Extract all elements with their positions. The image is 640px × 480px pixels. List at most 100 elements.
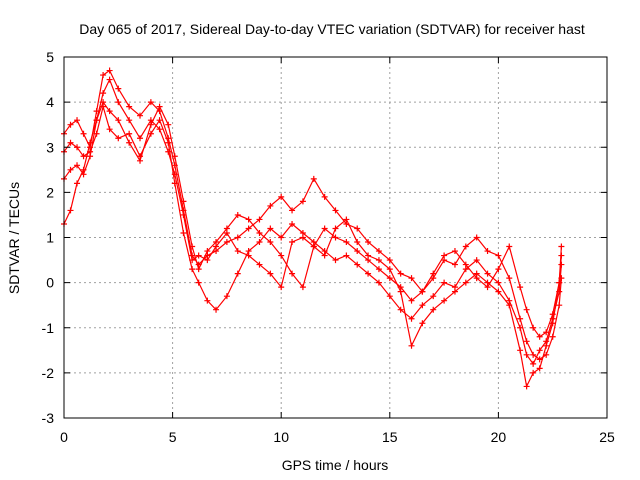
data-point: [543, 342, 550, 349]
data-point: [495, 266, 502, 273]
data-point: [419, 288, 426, 295]
data-point: [126, 130, 133, 137]
data-point: [365, 257, 372, 264]
data-point: [462, 261, 469, 268]
data-point: [115, 117, 122, 124]
data-point: [430, 306, 437, 313]
data-point: [289, 239, 296, 246]
data-point: [100, 72, 107, 79]
data-point: [375, 279, 382, 286]
data-point: [419, 320, 426, 327]
data-point: [517, 284, 524, 291]
data-point: [441, 279, 448, 286]
data-point: [365, 270, 372, 277]
data-point: [506, 302, 513, 309]
data-point: [147, 99, 154, 106]
data-point: [180, 229, 187, 236]
data-point: [115, 85, 122, 92]
data-point: [213, 239, 220, 246]
data-point: [115, 135, 122, 142]
data-point: [530, 324, 537, 331]
data-point: [530, 351, 537, 358]
data-point: [386, 257, 393, 264]
data-point: [80, 166, 87, 173]
x-tick-label: 25: [599, 429, 615, 445]
data-point: [289, 207, 296, 214]
data-point: [278, 193, 285, 200]
data-point: [397, 270, 404, 277]
data-point: [67, 207, 74, 214]
y-tick-label: -3: [42, 410, 55, 426]
data-point: [195, 266, 202, 273]
data-point: [343, 252, 350, 259]
data-point: [74, 117, 81, 124]
data-point: [397, 284, 404, 291]
data-point: [343, 239, 350, 246]
data-point: [147, 121, 154, 128]
data-point: [523, 338, 530, 345]
data-point: [278, 284, 285, 291]
data-point: [375, 248, 382, 255]
data-point: [87, 139, 94, 146]
data-point: [321, 252, 328, 259]
data-point: [451, 248, 458, 255]
data-point: [332, 225, 339, 232]
data-point: [234, 248, 241, 255]
data-point: [517, 347, 524, 354]
data-point: [484, 270, 491, 277]
data-point: [87, 153, 94, 160]
data-point: [80, 153, 87, 160]
data-point: [156, 117, 163, 124]
data-point: [375, 257, 382, 264]
data-point: [495, 279, 502, 286]
y-axis-label: SDTVAR / TECUs: [6, 182, 22, 294]
y-tick-label: 4: [46, 94, 54, 110]
data-point: [354, 239, 361, 246]
data-point: [310, 243, 317, 250]
data-point: [93, 117, 100, 124]
data-point: [495, 288, 502, 295]
data-point: [408, 297, 415, 304]
data-point: [189, 243, 196, 250]
data-point: [321, 193, 328, 200]
data-point: [462, 243, 469, 250]
data-point: [267, 239, 274, 246]
data-point: [80, 130, 87, 137]
data-point: [536, 356, 543, 363]
y-tick-label: -2: [42, 365, 55, 381]
data-point: [549, 333, 556, 340]
chart-title: Day 065 of 2017, Sidereal Day-to-day VTE…: [79, 21, 585, 37]
data-point: [536, 347, 543, 354]
data-point: [74, 144, 81, 151]
data-point: [256, 229, 263, 236]
data-point: [543, 329, 550, 336]
x-tick-label: 5: [169, 429, 177, 445]
data-point: [67, 121, 74, 128]
data-point: [195, 279, 202, 286]
data-point: [354, 248, 361, 255]
data-point: [223, 239, 230, 246]
data-point: [204, 297, 211, 304]
data-point: [484, 248, 491, 255]
data-point: [375, 266, 382, 273]
data-point: [299, 198, 306, 205]
data-point: [156, 126, 163, 133]
data-point: [204, 257, 211, 264]
data-point: [100, 90, 107, 97]
y-tick-label: -1: [42, 320, 55, 336]
data-point: [473, 234, 480, 241]
data-point: [310, 175, 317, 182]
data-point: [126, 103, 133, 110]
data-point: [441, 252, 448, 259]
data-point: [451, 261, 458, 268]
tick-layer: 0 5 10 15 20 25 -3 -2 -1 0 1 2 3 4 5: [42, 49, 615, 445]
data-point: [234, 211, 241, 218]
data-point: [165, 121, 172, 128]
data-point: [408, 342, 415, 349]
data-point: [245, 225, 252, 232]
data-point: [523, 351, 530, 358]
data-point: [245, 216, 252, 223]
data-point: [289, 220, 296, 227]
data-point: [430, 270, 437, 277]
